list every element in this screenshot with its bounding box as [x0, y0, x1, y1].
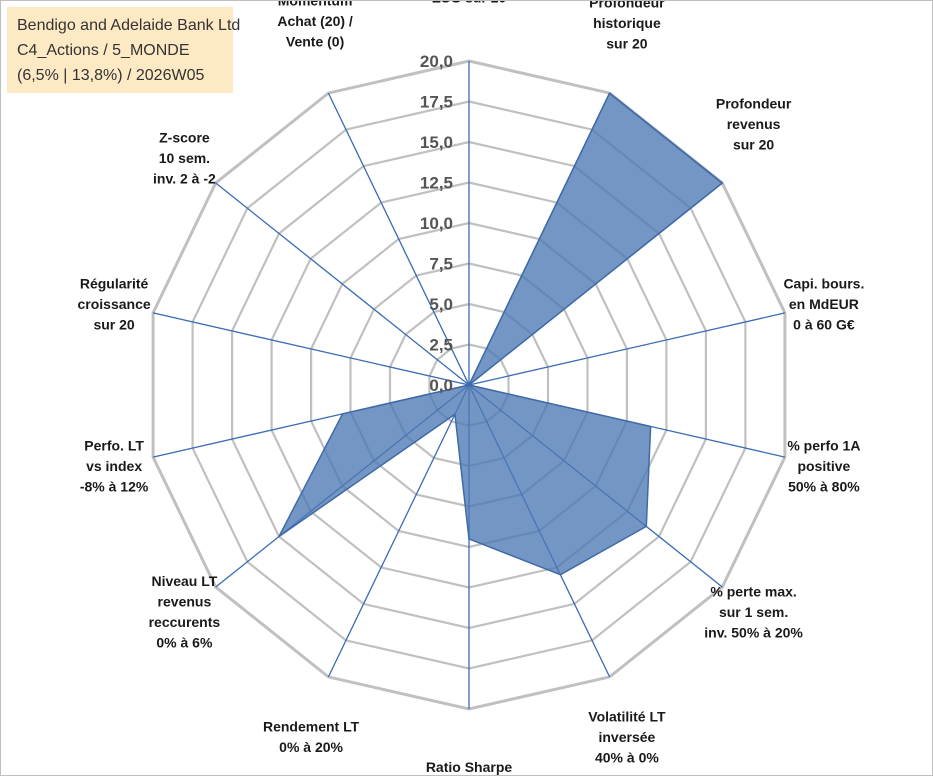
- radial-tick-label: 0,0: [429, 376, 453, 395]
- category-label-line: 10 sem.: [159, 150, 210, 166]
- category-label-line: inv. 50% à 20%: [704, 625, 803, 641]
- axis-spoke: [327, 384, 470, 678]
- axis-spoke: [468, 312, 786, 386]
- category-label-line: Capi. bours.: [783, 276, 864, 292]
- category-label: Perfo. LT vs index -8% à 12%: [80, 438, 149, 495]
- category-label-line: inversée: [598, 729, 655, 745]
- radial-tick-label: 20,0: [420, 52, 453, 71]
- category-label: Régularité croissance sur 20: [78, 276, 151, 333]
- category-label-line: Niveau LT: [151, 573, 217, 589]
- category-label-line: Z-score: [159, 130, 210, 146]
- radial-tick-label: 15,0: [420, 133, 453, 152]
- radial-tick-label: 7,5: [429, 255, 453, 274]
- category-label-line: inv. 2 à -2: [153, 171, 216, 187]
- category-label-line: revenus: [158, 594, 212, 610]
- axis-spoke: [215, 182, 470, 386]
- category-label-line: positive: [797, 458, 850, 474]
- radial-tick-label: 5,0: [429, 295, 453, 314]
- category-label: Volatilité LT inversée 40% à 0%: [588, 709, 666, 766]
- category-label-line: Profondeur: [589, 1, 665, 11]
- title-line-company: Bendigo and Adelaide Bank Ltd: [17, 17, 241, 34]
- category-label-line: 50% à 80%: [788, 479, 860, 495]
- title-box: Bendigo and Adelaide Bank Ltd C4_Actions…: [7, 7, 241, 93]
- category-label-line: ESG sur 20: [432, 1, 507, 5]
- radial-tick-label: 17,5: [420, 93, 453, 112]
- category-label-layer: NoteESG sur 20 Profondeur historique sur 20…: [78, 1, 865, 777]
- category-label-line: 0 à 60 G€: [793, 317, 855, 333]
- category-label-line: Profondeur: [716, 96, 792, 112]
- category-label-line: Vente (0): [286, 34, 344, 50]
- category-label-line: en MdEUR: [789, 296, 859, 312]
- axis-spoke: [152, 312, 470, 386]
- category-label: Z-score 10 sem. inv. 2 à -2: [153, 130, 216, 187]
- category-label-line: historique: [593, 15, 661, 31]
- category-label: Niveau LT revenus reccurents 0% à 6%: [149, 573, 221, 651]
- category-label: Ratio Sharpe0 à 1: [426, 759, 513, 777]
- category-label-line: Rendement LT: [263, 719, 360, 735]
- category-label: Profondeur historique sur 20: [589, 1, 665, 52]
- category-label: % perfo 1A positive 50% à 80%: [787, 438, 860, 495]
- category-label-line: Ratio Sharpe: [426, 759, 513, 775]
- category-label-line: revenus: [727, 116, 781, 132]
- category-label: % perte max. sur 1 sem. inv. 50% à 20%: [704, 584, 803, 641]
- series-area: [278, 92, 724, 576]
- series-layer: [278, 92, 724, 576]
- category-label-line: 0% à 20%: [279, 739, 343, 755]
- category-label-line: 0% à 6%: [156, 635, 213, 651]
- category-label-line: -8% à 12%: [80, 479, 149, 495]
- category-label-line: % perte max.: [710, 584, 796, 600]
- category-label-line: % perfo 1A: [787, 438, 860, 454]
- category-label-line: sur 20: [733, 137, 774, 153]
- category-label: Capi. bours. en MdEUR 0 à 60 G€: [783, 276, 864, 333]
- category-label: NoteESG sur 20: [432, 1, 507, 5]
- radial-tick-label: 12,5: [420, 174, 453, 193]
- radial-tick-label: 10,0: [420, 214, 453, 233]
- category-label: Momentum Achat (20) / Vente (0): [277, 1, 353, 50]
- tick-layer: 0,0 2,5 5,0 7,5 10,0 12,5 15,0 17,5 20,0: [420, 52, 453, 395]
- axis-spoke: [327, 92, 470, 386]
- category-label-line: 40% à 0%: [595, 750, 659, 766]
- category-label-line: reccurents: [149, 614, 221, 630]
- category-label-line: sur 20: [606, 36, 647, 52]
- title-line-category: C4_Actions / 5_MONDE: [17, 42, 190, 59]
- category-label: Profondeur revenus sur 20: [716, 96, 792, 153]
- category-label-line: Volatilité LT: [588, 709, 666, 725]
- category-label: Rendement LT 0% à 20%: [263, 719, 360, 756]
- category-label-line: Perfo. LT: [84, 438, 144, 454]
- category-label-line: sur 1 sem.: [719, 604, 788, 620]
- category-label-line: Achat (20) /: [277, 13, 353, 29]
- category-label-line: Momentum: [278, 1, 353, 9]
- category-label-line: vs index: [86, 458, 142, 474]
- category-label-line: Régularité: [80, 276, 149, 292]
- category-label-line: sur 20: [93, 317, 134, 333]
- category-label-line: croissance: [78, 296, 151, 312]
- radial-tick-label: 2,5: [429, 336, 453, 355]
- title-line-period: (6,5% | 13,8%) / 2026W05: [17, 67, 205, 84]
